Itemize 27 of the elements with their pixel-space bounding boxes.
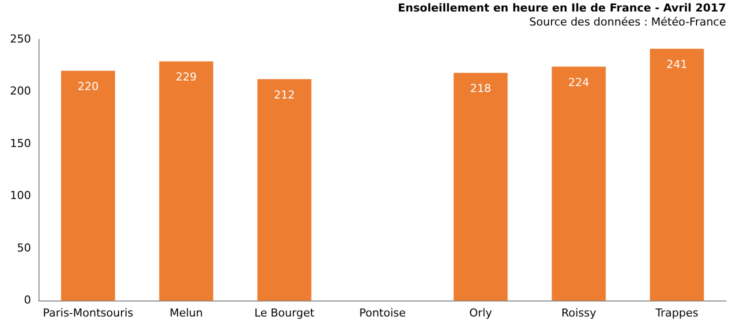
data-label: 241 (666, 58, 688, 72)
x-tick-label: Paris-Montsouris (42, 306, 134, 320)
bar (257, 79, 312, 301)
x-tick-label: Melun (170, 306, 203, 320)
x-tick-label: Pontoise (359, 306, 406, 320)
data-label: 212 (274, 88, 295, 102)
data-label: 220 (78, 80, 99, 94)
data-label: 218 (470, 82, 492, 96)
bar (159, 61, 214, 301)
chart-title: Ensoleillement en heure en Ile de France - Avril 2017 (398, 1, 726, 14)
data-label: 229 (176, 70, 197, 84)
x-tick-label: Le Bourget (254, 306, 315, 320)
x-tick-label: Trappes (654, 306, 699, 320)
y-tick-label: 50 (16, 241, 31, 254)
data-label: 224 (568, 76, 590, 89)
bar (552, 66, 606, 301)
y-tick-label: 150 (10, 136, 31, 150)
bar (454, 72, 508, 301)
chart-subtitle: Source des données : Météo-France (529, 16, 726, 29)
x-tick-label: Orly (469, 306, 493, 320)
y-tick-label: 200 (10, 84, 31, 98)
x-tick-label: Roissy (561, 306, 597, 320)
y-tick-label: 0 (24, 294, 31, 307)
bar (61, 70, 116, 301)
y-tick-label: 250 (10, 32, 31, 46)
bar (650, 48, 704, 301)
y-tick-label: 100 (10, 189, 31, 202)
